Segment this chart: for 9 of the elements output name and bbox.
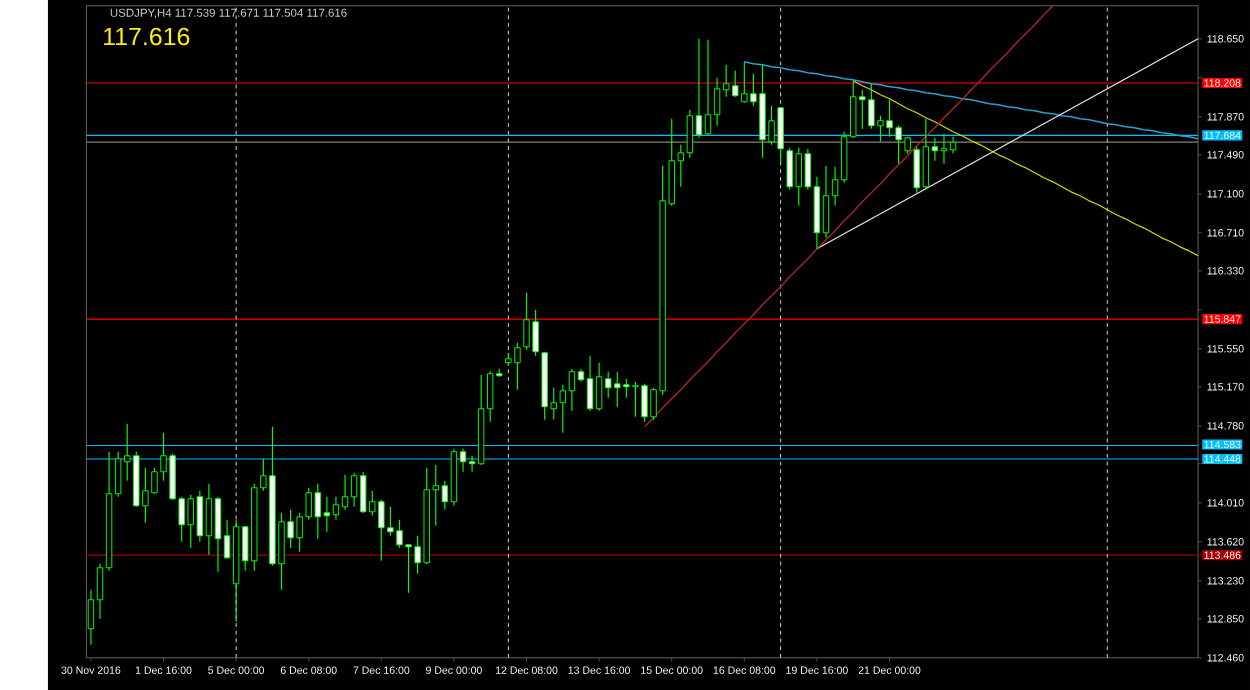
- candlestick: [341, 473, 349, 511]
- candlestick: [940, 132, 948, 165]
- candlestick: [214, 495, 222, 573]
- candlestick: [704, 38, 712, 136]
- line-series: [852, 79, 1199, 257]
- annotation: 117.616: [104, 27, 190, 46]
- candlestick: [822, 164, 830, 239]
- candlestick: [332, 495, 340, 521]
- candlestick: [586, 354, 594, 412]
